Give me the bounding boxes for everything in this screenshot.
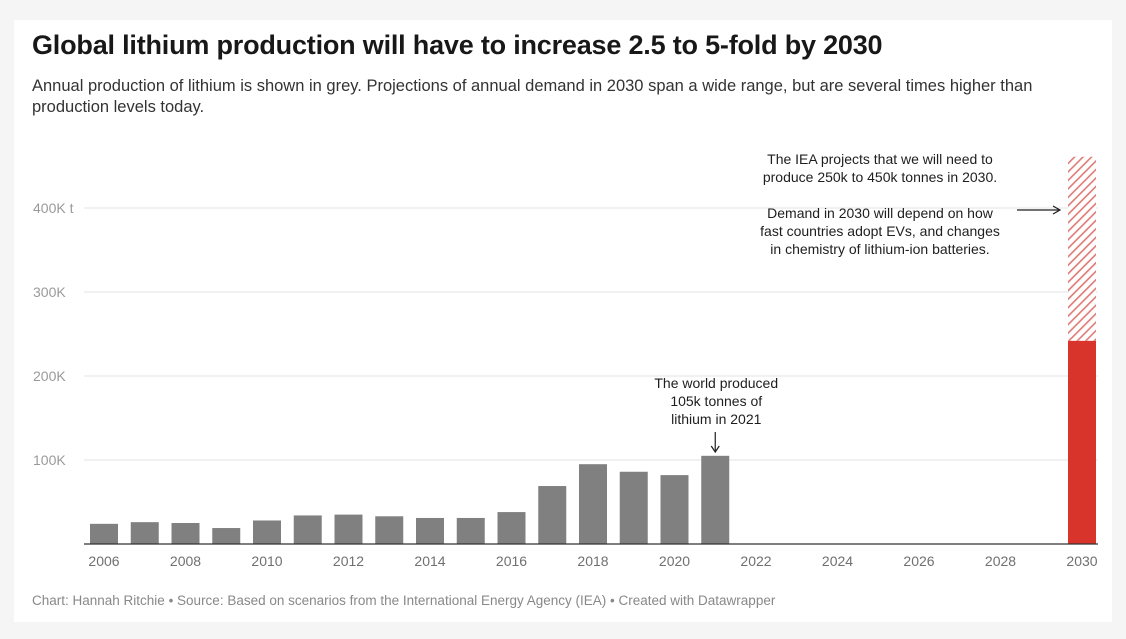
production-bar <box>375 516 404 544</box>
annotation-text: lithium in 2021 <box>671 411 761 427</box>
chart-title: Global lithium production will have to i… <box>32 30 883 60</box>
x-tick-label: 2018 <box>577 553 608 569</box>
x-tick-label: 2010 <box>251 553 282 569</box>
y-tick-label: 300K <box>33 284 66 300</box>
production-bar <box>497 512 526 544</box>
production-bar <box>416 517 444 544</box>
x-tick-label: 2024 <box>822 553 853 569</box>
production-bar <box>619 471 648 544</box>
annotation-text: in chemistry of lithium-ion batteries. <box>770 241 989 257</box>
y-tick-label: 100K <box>33 452 66 468</box>
chart-subtitle: Annual production of lithium is shown in… <box>32 77 1033 116</box>
x-tick-label: 2030 <box>1066 553 1097 569</box>
projection-range-bar <box>1068 156 1096 341</box>
annotation-text: The IEA projects that we will need to <box>767 151 993 167</box>
annotation-text: produce 250k to 450k tonnes in 2030. <box>763 169 997 185</box>
annotation-text: The world produced <box>654 375 778 391</box>
chart-footer: Chart: Hannah Ritchie • Source: Based on… <box>32 593 776 608</box>
production-bar <box>253 520 281 544</box>
production-bar <box>579 464 607 544</box>
annotations: The world produced 105k tonnes of lithium … <box>654 151 1062 454</box>
annotation-text: Demand in 2030 will depend on how <box>767 205 994 221</box>
gridlines: 100K 200K 300K 400K t <box>33 200 1098 468</box>
production-bar <box>293 515 322 544</box>
x-tick-label: 2020 <box>659 553 690 569</box>
bars <box>90 156 1096 544</box>
production-bar <box>212 528 241 544</box>
x-tick-label: 2008 <box>170 553 201 569</box>
production-bar <box>660 475 689 544</box>
production-bar <box>334 514 363 544</box>
x-tick-label: 2006 <box>88 553 119 569</box>
x-tick-label: 2012 <box>333 553 364 569</box>
production-bar <box>538 486 567 544</box>
production-bar <box>90 523 118 544</box>
y-tick-label: 400K t <box>33 200 74 216</box>
x-tick-label: 2026 <box>903 553 934 569</box>
production-bar <box>701 455 730 544</box>
projection-low-bar <box>1068 340 1096 544</box>
annotation-arrowhead <box>1052 205 1062 215</box>
x-tick-label: 2016 <box>496 553 527 569</box>
annotation-text: 105k tonnes of <box>670 393 762 409</box>
x-tick-label: 2028 <box>985 553 1016 569</box>
axes: 2006 2008 2010 2012 2014 2016 2018 2020 2022 2024… <box>84 543 1098 569</box>
production-bar <box>130 522 159 544</box>
x-tick-label: 2022 <box>740 553 771 569</box>
production-bar <box>456 517 485 544</box>
production-bar <box>171 523 200 544</box>
x-tick-label: 2014 <box>414 553 445 569</box>
y-tick-label: 200K <box>33 368 66 384</box>
annotation-arrowhead <box>710 445 720 454</box>
annotation-text: fast countries adopt EVs, and changes <box>760 223 1000 239</box>
